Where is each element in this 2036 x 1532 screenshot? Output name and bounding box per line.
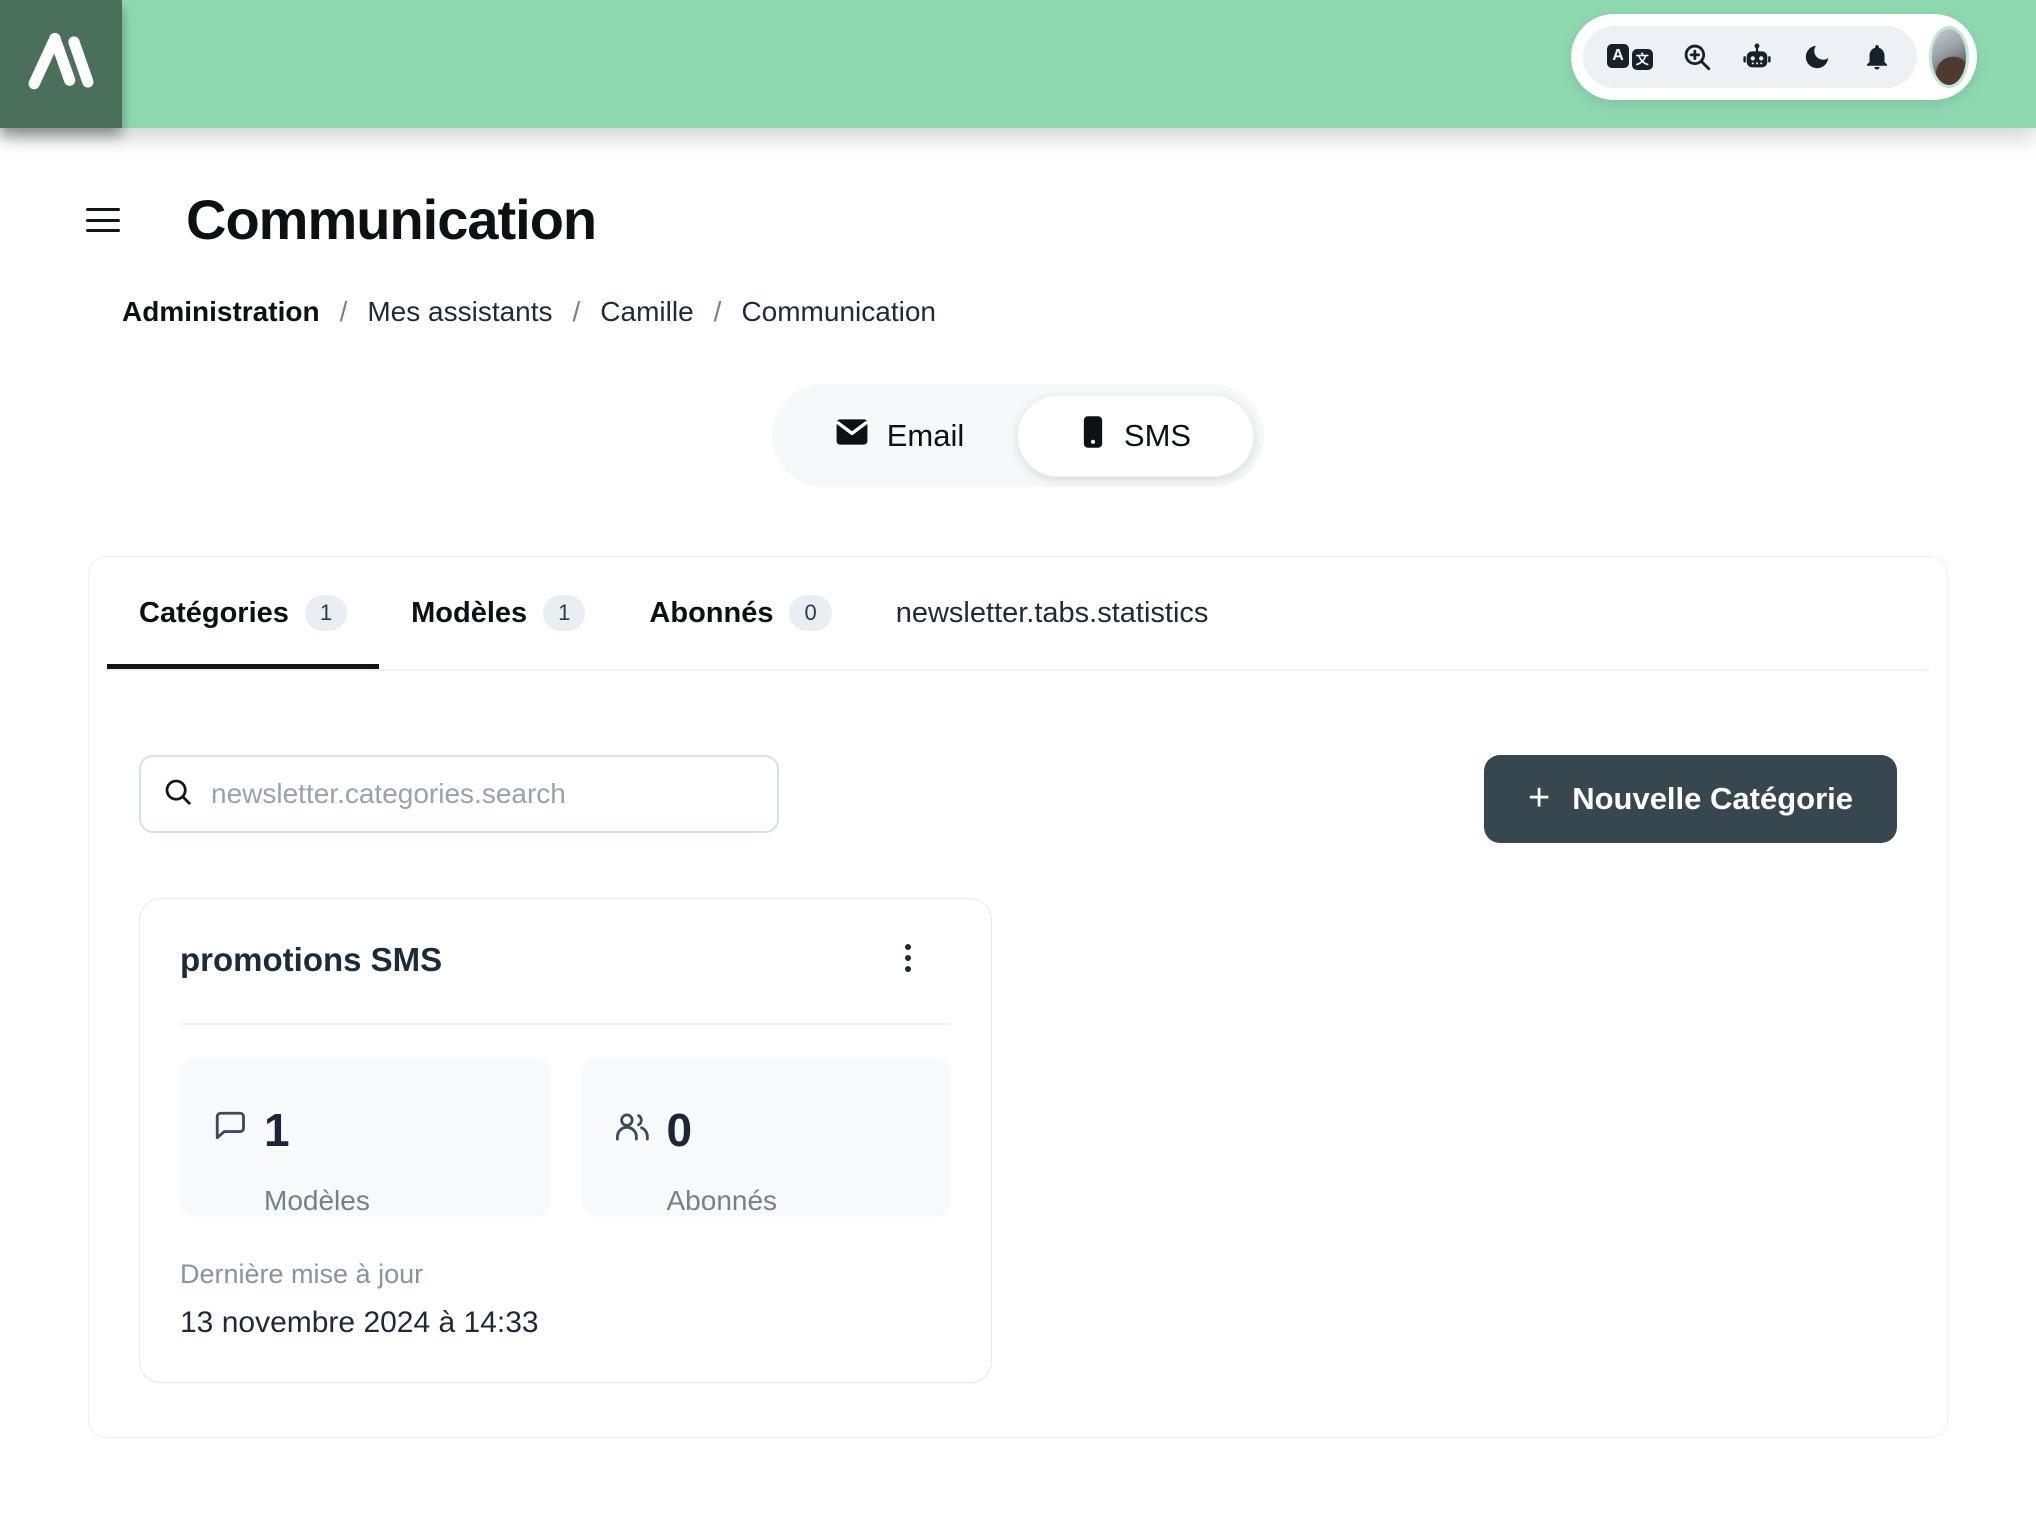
- stat-tile-abonnes: 0 Abonnés: [580, 1057, 951, 1218]
- notifications-icon[interactable]: [1862, 42, 1892, 72]
- toggle-option-label: Email: [886, 417, 965, 453]
- breadcrumb-separator: /: [572, 296, 581, 328]
- card-divider: [180, 1023, 951, 1026]
- new-category-button-label: Nouvelle Catégorie: [1572, 781, 1853, 817]
- toggle-option-label: SMS: [1123, 417, 1192, 453]
- stat-value: 0: [666, 1104, 693, 1157]
- stat-tile-modeles: 1 Modèles: [180, 1057, 551, 1218]
- kebab-menu-icon[interactable]: [891, 941, 925, 975]
- stat-value: 1: [264, 1104, 290, 1157]
- breadcrumb-separator: /: [713, 296, 722, 328]
- tab-categories[interactable]: Catégories 1: [107, 557, 379, 669]
- zoom-in-icon[interactable]: [1682, 42, 1712, 72]
- translate-primary-glyph: A: [1607, 44, 1629, 68]
- card-stats: 1 Modèles 0 Abonnés: [180, 1057, 951, 1218]
- assistant-bot-icon[interactable]: [1742, 42, 1772, 72]
- tab-abonnes[interactable]: Abonnés 0: [617, 557, 863, 669]
- translate-secondary-glyph: 文: [1631, 49, 1653, 70]
- breadcrumb: Administration / Mes assistants / Camill…: [122, 296, 2036, 328]
- page-title: Communication: [186, 188, 597, 251]
- tab-label: newsletter.tabs.statistics: [895, 596, 1209, 629]
- app-logo[interactable]: [0, 0, 122, 128]
- toggle-option-sms[interactable]: SMS: [1017, 394, 1254, 477]
- tab-label: Catégories: [139, 596, 289, 629]
- search-box: [139, 755, 779, 834]
- tab-modeles[interactable]: Modèles 1: [379, 557, 617, 669]
- tab-count-badge: 0: [789, 595, 832, 632]
- toggle-option-email[interactable]: Email: [782, 395, 1017, 477]
- page-head: Communication: [0, 128, 2036, 252]
- last-update-label: Dernière mise à jour: [180, 1259, 424, 1290]
- menu-icon[interactable]: [86, 206, 120, 234]
- breadcrumb-item-camille[interactable]: Camille: [600, 296, 694, 328]
- channel-toggle: Email SMS: [772, 384, 1264, 488]
- user-avatar[interactable]: [1929, 26, 1969, 88]
- breadcrumb-item-communication[interactable]: Communication: [741, 296, 936, 328]
- category-card[interactable]: promotions SMS 1 Modèles: [139, 898, 992, 1384]
- tab-count-badge: 1: [543, 595, 586, 632]
- new-category-button[interactable]: + Nouvelle Catégorie: [1483, 755, 1897, 844]
- sms-phone-icon: [1080, 415, 1106, 457]
- stat-label: Modèles: [264, 1185, 370, 1217]
- tab-count-badge: 1: [304, 595, 348, 632]
- tab-label: Abonnés: [649, 596, 774, 629]
- tab-label: Modèles: [411, 596, 528, 629]
- tabs-bar: Catégories 1 Modèles 1 Abonnés 0 newslet…: [107, 557, 1929, 672]
- plus-icon: +: [1527, 776, 1551, 819]
- app-header: A 文: [0, 0, 2036, 128]
- dark-mode-icon[interactable]: [1802, 42, 1832, 72]
- newsletter-panel: Catégories 1 Modèles 1 Abonnés 0 newslet…: [88, 556, 1948, 1439]
- tab-statistics[interactable]: newsletter.tabs.statistics: [864, 557, 1241, 669]
- breadcrumb-item-mes-assistants[interactable]: Mes assistants: [367, 296, 553, 328]
- users-icon: [613, 1108, 651, 1153]
- breadcrumb-separator: /: [339, 296, 348, 328]
- search-icon: [163, 777, 193, 812]
- search-input[interactable]: [211, 778, 755, 811]
- chat-bubble-icon: [212, 1108, 248, 1153]
- brand-mark-icon: [22, 26, 100, 103]
- categories-toolbar: + Nouvelle Catégorie: [139, 755, 1897, 844]
- topbar-actions: A 文: [1571, 14, 1977, 100]
- translate-icon[interactable]: A 文: [1607, 42, 1653, 72]
- breadcrumb-item-administration[interactable]: Administration: [122, 296, 320, 328]
- stat-label: Abonnés: [666, 1185, 778, 1217]
- category-card-title: promotions SMS: [180, 941, 443, 979]
- email-icon: [835, 418, 869, 454]
- last-update-value: 13 novembre 2024 à 14:33: [180, 1306, 539, 1340]
- topbar-icons-group: A 文: [1583, 26, 1917, 88]
